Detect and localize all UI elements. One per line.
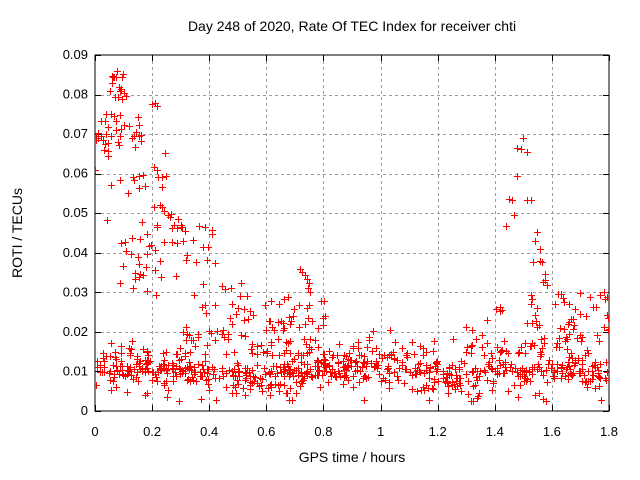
scatter-points <box>95 68 609 405</box>
x-tick-label: 1.4 <box>486 424 504 439</box>
y-tick-label: 0.02 <box>63 324 88 339</box>
x-tick-label: 1.2 <box>429 424 447 439</box>
y-tick-label: 0.06 <box>63 166 88 181</box>
y-tick-label: 0.03 <box>63 284 88 299</box>
y-tick-label: 0.07 <box>63 126 88 141</box>
y-tick-label: 0.05 <box>63 205 88 220</box>
x-tick-label: 0.6 <box>257 424 275 439</box>
y-tick-label: 0.08 <box>63 87 88 102</box>
axis-ticks <box>95 55 610 412</box>
y-tick-label: 0.04 <box>63 245 88 260</box>
plot-border <box>94 54 610 412</box>
x-axis-label: GPS time / hours <box>299 449 406 465</box>
x-tick-label: 1 <box>377 424 384 439</box>
y-tick-label: 0.09 <box>63 47 88 62</box>
x-tick-label: 1.6 <box>543 424 561 439</box>
x-tick-label: 0.8 <box>314 424 332 439</box>
tick-labels: 0 0.2 0.4 0.6 0.8 1 1.2 1.4 1.6 1.8 0 0.01 0.02 0.03 0… <box>63 47 618 439</box>
x-tick-label: 0.4 <box>200 424 218 439</box>
x-tick-label: 0.2 <box>143 424 161 439</box>
y-axis-label: ROTI / TECUs <box>9 188 25 278</box>
chart-title: Day 248 of 2020, Rate Of TEC Index for r… <box>188 18 516 34</box>
y-tick-label: 0 <box>81 403 88 418</box>
x-tick-label: 0 <box>91 424 98 439</box>
y-tick-label: 0.01 <box>63 363 88 378</box>
x-tick-label: 1.8 <box>600 424 618 439</box>
